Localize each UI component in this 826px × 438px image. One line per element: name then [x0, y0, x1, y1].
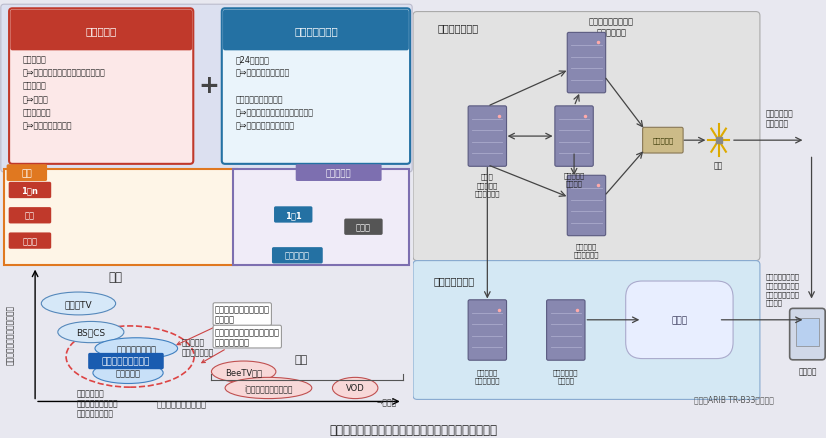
FancyBboxPatch shape — [567, 33, 605, 94]
Text: 多重化装置: 多重化装置 — [653, 138, 673, 144]
FancyBboxPatch shape — [790, 309, 825, 360]
FancyBboxPatch shape — [8, 182, 51, 199]
Text: 片方向: 片方向 — [22, 237, 37, 246]
FancyBboxPatch shape — [10, 11, 192, 51]
FancyBboxPatch shape — [88, 353, 164, 369]
FancyBboxPatch shape — [1, 5, 412, 173]
Text: ・バラエティ
・オリジナルドラマ
・投稿チャンネル: ・バラエティ ・オリジナルドラマ ・投稿チャンネル — [76, 388, 118, 418]
Text: アクセス制御
システム: アクセス制御 システム — [553, 368, 578, 383]
Text: 通信でライセンス
と欠損したコンテ
ンツの補完用デー
タを取得: 通信でライセンス と欠損したコンテ ンツの補完用デー タを取得 — [767, 273, 800, 306]
FancyBboxPatch shape — [413, 261, 760, 399]
FancyBboxPatch shape — [547, 300, 585, 360]
Text: １コンテンツ当たりの視聴数: １コンテンツ当たりの視聴数 — [6, 304, 15, 364]
Ellipse shape — [333, 378, 378, 399]
Text: 蓄積型放送: 蓄積型放送 — [116, 368, 140, 378]
Text: 番組（コンテンツ）数: 番組（コンテンツ）数 — [157, 399, 206, 409]
Text: BeeTVなど: BeeTVなど — [225, 367, 262, 376]
FancyBboxPatch shape — [221, 9, 411, 164]
Text: 編成・
コンテンツ
管理システム: 編成・ コンテンツ 管理システム — [475, 173, 500, 196]
Text: +: + — [198, 74, 219, 98]
FancyBboxPatch shape — [272, 247, 323, 264]
FancyBboxPatch shape — [8, 233, 51, 249]
Ellipse shape — [211, 361, 276, 382]
FancyBboxPatch shape — [626, 281, 733, 359]
FancyBboxPatch shape — [7, 165, 47, 182]
FancyBboxPatch shape — [555, 106, 593, 167]
FancyBboxPatch shape — [344, 219, 382, 235]
Text: コンテンツ
補完システム: コンテンツ 補完システム — [475, 368, 500, 383]
Text: 情報系システム: 情報系システム — [434, 275, 475, 285]
Text: 携帯端末: 携帯端末 — [798, 367, 817, 376]
Ellipse shape — [93, 362, 164, 384]
FancyBboxPatch shape — [274, 207, 312, 223]
Text: マス: マス — [25, 211, 35, 220]
Text: 放送: 放送 — [21, 169, 32, 178]
Text: VOD: VOD — [346, 384, 364, 392]
Text: →多様性: →多様性 — [376, 398, 396, 407]
Text: ・24時間携帯
　⇒いつでも，どこでも

・タイムギャザリング
　⇒細切れ時間を集めるという発想
　⇒短い時間を有効に使う: ・24時間携帯 ⇒いつでも，どこでも ・タイムギャザリング ⇒細切れ時間を集める… — [235, 55, 313, 130]
FancyBboxPatch shape — [8, 208, 51, 224]
Text: 放送: 放送 — [714, 161, 724, 170]
FancyBboxPatch shape — [643, 128, 683, 154]
FancyBboxPatch shape — [223, 11, 409, 51]
Text: 1：n: 1：n — [21, 186, 38, 195]
Text: モバイルの特徴: モバイルの特徴 — [294, 26, 338, 36]
Text: 放送の特徴: 放送の特徴 — [86, 26, 116, 36]
Text: 通信: 通信 — [295, 354, 308, 364]
Text: iモーションコンテンツ: iモーションコンテンツ — [244, 384, 292, 392]
Text: マルチメディア放送: マルチメディア放送 — [102, 357, 150, 366]
FancyBboxPatch shape — [4, 170, 238, 265]
Text: BS・CS: BS・CS — [76, 328, 106, 337]
Text: 蓄積型放送
送出システム: 蓄積型放送 送出システム — [574, 243, 599, 258]
Text: 双方向: 双方向 — [356, 223, 371, 232]
Text: 編集されたコンテンツを
同報配信: 編集されたコンテンツを 同報配信 — [177, 305, 270, 345]
FancyBboxPatch shape — [468, 106, 506, 167]
FancyBboxPatch shape — [796, 318, 819, 346]
Text: 通信網: 通信網 — [672, 315, 687, 325]
FancyBboxPatch shape — [567, 176, 605, 236]
FancyBboxPatch shape — [468, 300, 506, 360]
Ellipse shape — [95, 338, 178, 359]
Text: パーソナル: パーソナル — [285, 251, 310, 260]
FancyBboxPatch shape — [9, 9, 193, 164]
Text: 地上波TV: 地上波TV — [64, 299, 93, 308]
Ellipse shape — [58, 321, 124, 343]
FancyBboxPatch shape — [233, 170, 409, 265]
Text: お薦めの情報を教えてくれる
（レコメンド）: お薦めの情報を教えてくれる （レコメンド） — [202, 327, 280, 363]
Ellipse shape — [225, 378, 312, 399]
Text: 1：1: 1：1 — [285, 211, 301, 219]
Text: 移動体通信: 移動体通信 — [325, 169, 352, 178]
Text: ・ニュース
・スポーツ中継: ・ニュース ・スポーツ中継 — [182, 338, 214, 357]
Text: メタデータ
システム: メタデータ システム — [563, 172, 585, 187]
Text: ・一斉同報
　⇒効率性，同時性，リアルタイム性
・全国一斉
　⇒広域性
・プッシュ型
　⇒推奨，安心・安全: ・一斉同報 ⇒効率性，同時性，リアルタイム性 ・全国一斉 ⇒広域性 ・プッシュ型… — [23, 55, 106, 130]
Text: 出典：ARIB TR-B33より作成: 出典：ARIB TR-B33より作成 — [694, 395, 774, 403]
Ellipse shape — [41, 293, 116, 315]
Text: 放送: 放送 — [109, 270, 122, 283]
Text: 放送でコンテ
ンツを送出: 放送でコンテ ンツを送出 — [767, 109, 794, 128]
FancyBboxPatch shape — [296, 165, 382, 182]
Text: リアルタイム放送: リアルタイム放送 — [116, 344, 156, 353]
FancyBboxPatch shape — [413, 13, 760, 261]
Text: リアルタイム型放送
送出システム: リアルタイム型放送 送出システム — [589, 18, 634, 38]
Text: 図１　マルチメディア放送の概念図とシステム構成図: 図１ マルチメディア放送の概念図とシステム構成図 — [329, 423, 497, 436]
Text: 放送系システム: 放送系システム — [438, 23, 479, 33]
